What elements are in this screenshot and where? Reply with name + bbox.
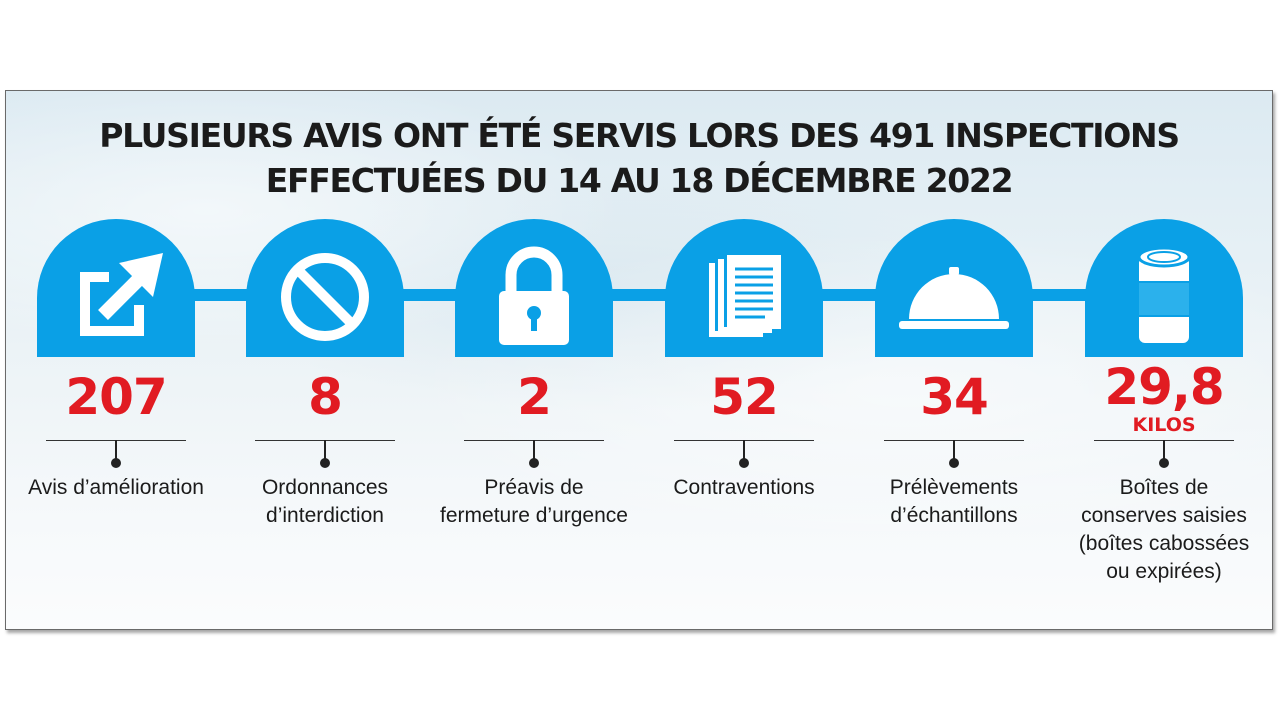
icon-circle <box>1085 219 1243 357</box>
pointer-dot <box>529 458 539 468</box>
documents-icon <box>709 253 781 337</box>
stat-label: Contraventions <box>673 476 815 499</box>
stat-value: 34 <box>920 368 989 426</box>
padlock-icon <box>499 246 569 345</box>
icon-circle <box>246 219 404 357</box>
infographic-panel: PLUSIEURS AVIS ONT ÉTÉ SERVIS LORS DES 4… <box>5 90 1273 630</box>
stat-label: Prélèvements d’échantillons <box>889 476 1019 527</box>
title-line-1: PLUSIEURS AVIS ONT ÉTÉ SERVIS LORS DES 4… <box>99 116 1180 155</box>
stat-label: Boîtes de conserves saisies (boîtes cabo… <box>1078 476 1250 583</box>
stat-label: Préavis de fermeture d’urgence <box>440 476 628 527</box>
stat-label: Avis d’amélioration <box>28 476 204 499</box>
stat-value: 207 <box>65 368 167 426</box>
pointer-dot <box>739 458 749 468</box>
stat-item-boites-conserves: 29,8 KILOS Boîtes de conserves saisies (… <box>1069 219 1259 619</box>
icon-circle <box>37 219 195 357</box>
stat-item-preavis: 2 Préavis de fermeture d’urgence <box>439 219 629 619</box>
stat-item-avis-amelioration: 207 Avis d’amélioration <box>21 219 211 619</box>
pointer-stem <box>533 440 535 462</box>
stat-item-contraventions: 52 Contraventions <box>649 219 839 619</box>
stat-item-ordonnances: 8 Ordonnances d’interdiction <box>230 219 420 619</box>
can-icon <box>1137 246 1191 343</box>
pointer-stem <box>324 440 326 462</box>
icon-circle <box>665 219 823 357</box>
stat-value: 52 <box>710 368 779 426</box>
pointer-dot <box>111 458 121 468</box>
cloche-icon <box>899 267 1009 329</box>
prohibited-icon <box>281 253 369 341</box>
stat-unit: KILOS <box>1132 414 1196 436</box>
title-line-2: EFFECTUÉES DU 14 AU 18 DÉCEMBRE 2022 <box>265 161 1014 200</box>
stat-value: 8 <box>308 368 343 426</box>
pointer-dot <box>320 458 330 468</box>
external-arrow-icon <box>80 253 163 336</box>
pointer-dot <box>1159 458 1169 468</box>
pointer-stem <box>953 440 955 462</box>
pointer-stem <box>1163 440 1165 462</box>
icon-circle <box>455 219 613 357</box>
stat-value: 2 <box>517 368 552 426</box>
pointer-stem <box>115 440 117 462</box>
pointer-stem <box>743 440 745 462</box>
stat-item-prelevements: 34 Prélèvements d’échantillons <box>859 219 1049 619</box>
pointer-dot <box>949 458 959 468</box>
stat-value: 29,8 <box>1104 358 1224 416</box>
icon-circle <box>875 219 1033 357</box>
stat-label: Ordonnances d’interdiction <box>261 476 389 527</box>
infographic-title: PLUSIEURS AVIS ONT ÉTÉ SERVIS LORS DES 4… <box>6 113 1272 203</box>
